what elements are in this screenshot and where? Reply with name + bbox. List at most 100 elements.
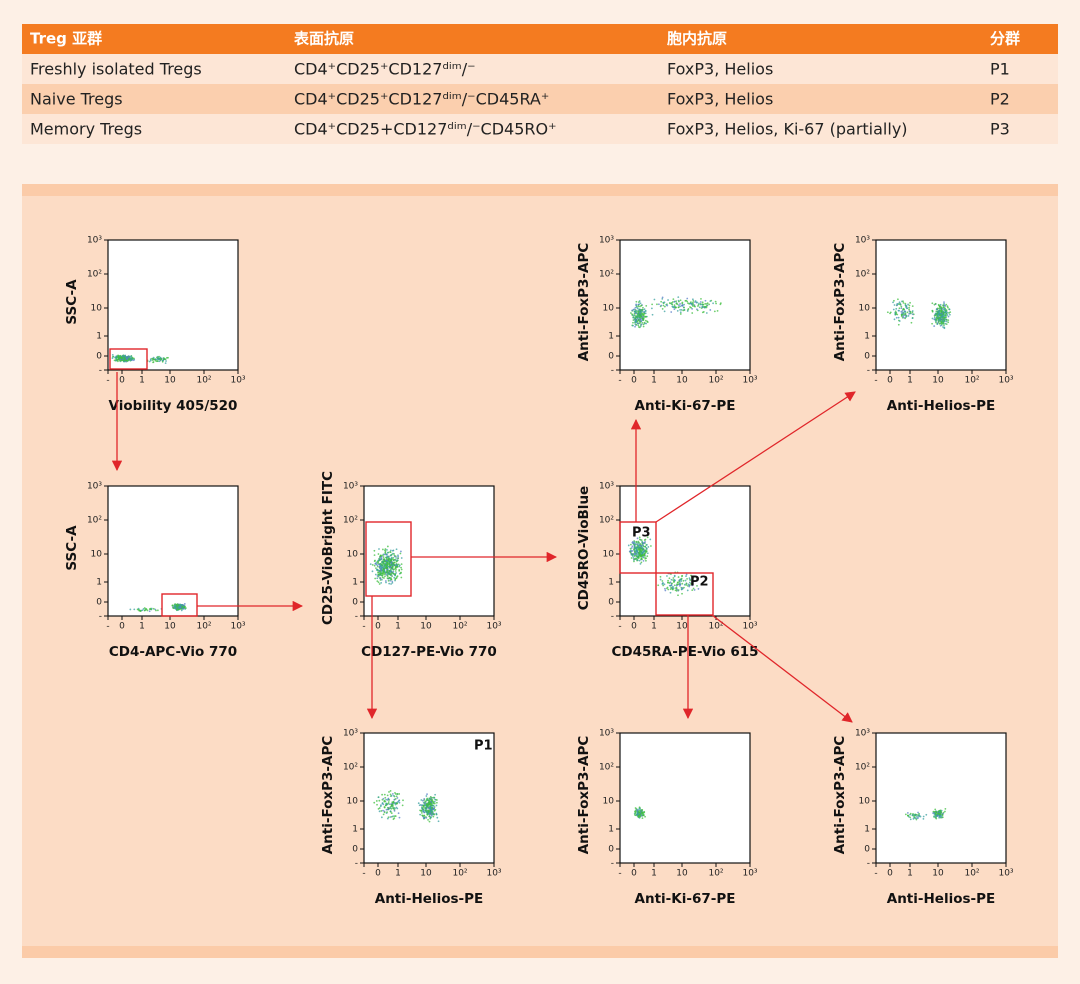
event-dot xyxy=(900,305,903,308)
event-dot xyxy=(162,359,165,362)
event-dot xyxy=(677,296,680,299)
event-dot xyxy=(149,359,152,362)
event-dot xyxy=(939,319,942,322)
flow-plot: --0011101010²10²10³10³Anti-Helios-PEAnti… xyxy=(320,729,502,908)
event-dot xyxy=(383,793,386,796)
event-dot xyxy=(390,561,393,563)
table-cell: P1 xyxy=(990,60,1010,79)
event-dot xyxy=(376,580,379,583)
event-dot xyxy=(896,313,899,316)
event-dot xyxy=(696,301,698,304)
event-dot xyxy=(111,357,114,360)
event-dot xyxy=(679,583,681,586)
event-dot xyxy=(646,543,648,546)
event-dot xyxy=(911,305,914,308)
event-dot xyxy=(671,588,674,591)
event-dot xyxy=(373,549,376,552)
event-dot xyxy=(637,540,640,543)
event-dot xyxy=(644,815,646,818)
event-dot xyxy=(901,313,903,316)
y-tick-label: 10² xyxy=(87,516,102,526)
event-dot xyxy=(686,310,689,312)
event-dot xyxy=(669,302,672,305)
event-dot xyxy=(388,564,391,567)
event-dot xyxy=(907,814,909,817)
event-dot xyxy=(398,801,401,804)
event-dot xyxy=(401,804,404,807)
event-dot xyxy=(691,307,694,310)
event-dot xyxy=(904,314,907,317)
table-cell: Freshly isolated Tregs xyxy=(30,60,202,79)
y-tick-label: - xyxy=(611,612,614,622)
event-dot xyxy=(640,808,643,811)
event-dot xyxy=(391,793,394,795)
event-dot xyxy=(380,555,383,558)
x-tick-label: 0 xyxy=(119,622,125,632)
event-dot xyxy=(705,303,708,305)
event-dot xyxy=(382,561,385,564)
event-dot xyxy=(398,793,401,795)
event-dot xyxy=(937,313,940,316)
event-dot xyxy=(651,313,654,316)
event-dot xyxy=(123,360,125,363)
event-dot xyxy=(421,814,424,817)
event-dot xyxy=(385,567,388,570)
event-dot xyxy=(663,301,666,304)
event-dot xyxy=(375,567,377,569)
event-dot xyxy=(681,575,683,578)
event-dot xyxy=(632,324,634,327)
x-tick-label: 10 xyxy=(676,869,688,879)
event-dot xyxy=(633,555,636,558)
event-dot xyxy=(946,314,949,316)
event-dot xyxy=(938,811,941,814)
y-tick-label: 10³ xyxy=(343,482,358,492)
event-dot xyxy=(129,608,132,611)
event-dot xyxy=(396,807,399,810)
event-dot xyxy=(176,603,179,605)
event-dot xyxy=(388,582,391,585)
gate-label: P1 xyxy=(474,739,493,754)
event-dot xyxy=(636,550,639,553)
event-dot xyxy=(644,319,647,322)
event-dot xyxy=(183,603,186,605)
event-dot xyxy=(435,812,438,815)
event-dot xyxy=(922,815,925,818)
event-dot xyxy=(378,799,381,802)
event-dot xyxy=(643,308,646,311)
event-dot xyxy=(165,360,167,362)
event-dot xyxy=(632,314,635,317)
event-dot xyxy=(913,814,916,816)
event-dot xyxy=(635,300,638,303)
event-dot xyxy=(682,309,685,312)
x-tick-label: 0 xyxy=(375,622,381,632)
event-dot xyxy=(670,311,673,313)
event-dot xyxy=(935,320,937,323)
event-dot xyxy=(642,556,645,559)
event-dot xyxy=(680,308,683,311)
event-dot xyxy=(382,809,384,812)
event-dot xyxy=(386,568,389,571)
arrow xyxy=(655,391,856,523)
event-dot xyxy=(906,812,909,814)
event-dot xyxy=(939,314,942,316)
event-dot xyxy=(389,790,392,792)
x-axis-label: Anti-Ki-67-PE xyxy=(635,398,736,414)
event-dot xyxy=(638,816,641,819)
event-dot xyxy=(898,307,901,310)
event-dot xyxy=(676,581,679,584)
event-dot xyxy=(634,543,637,545)
flow-plot: --0011101010²10²10³10³Anti-Helios-PEAnti… xyxy=(832,729,1014,908)
event-dot xyxy=(420,804,423,807)
event-dot xyxy=(399,550,402,553)
y-tick-label: 0 xyxy=(96,598,102,608)
event-dot xyxy=(384,560,387,563)
event-dot xyxy=(897,309,900,312)
event-dot xyxy=(639,562,642,565)
event-dot xyxy=(149,608,152,611)
y-tick-label: 10 xyxy=(347,550,359,560)
row-bg xyxy=(22,54,1058,84)
event-dot xyxy=(389,574,392,576)
event-dot xyxy=(687,308,690,310)
event-dot xyxy=(381,793,384,796)
flow-plot: --0011101010²10²10³10³Anti-Ki-67-PEAnti-… xyxy=(576,236,758,415)
